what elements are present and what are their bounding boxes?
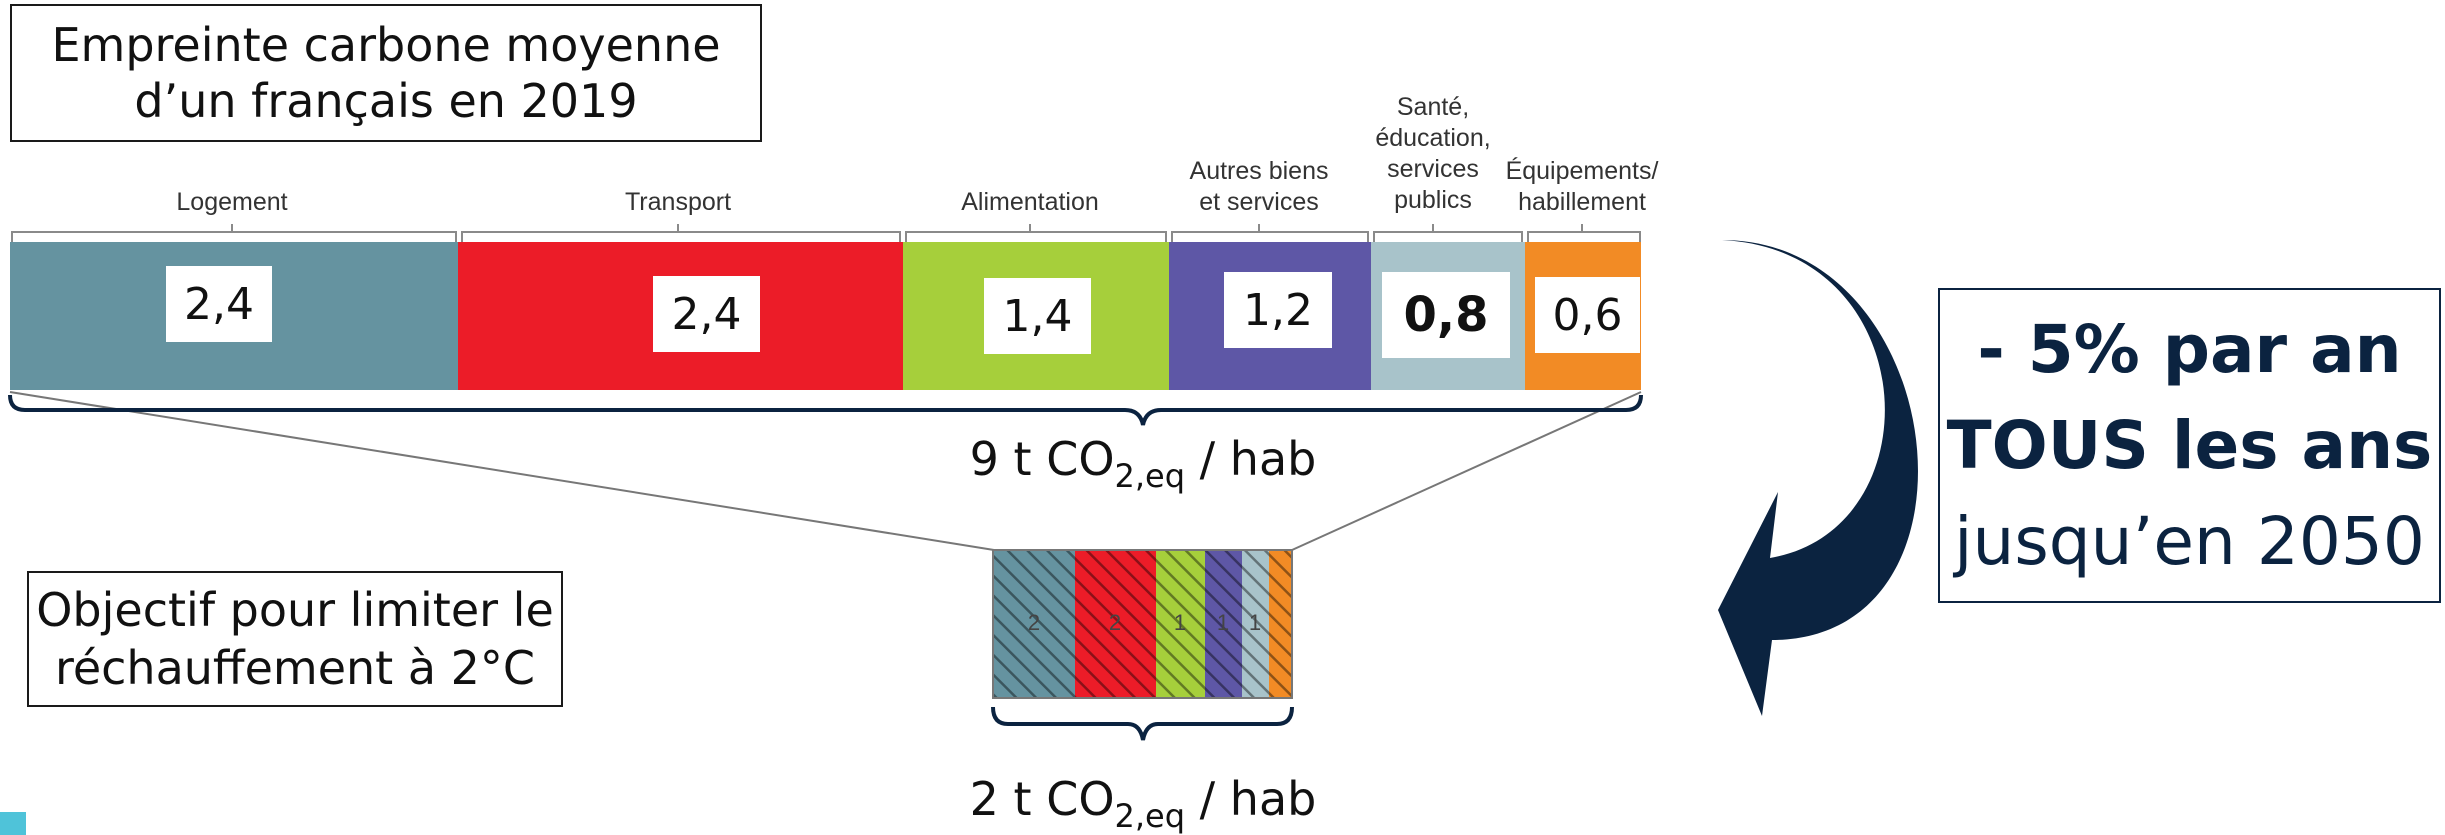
category-label-equipements: Équipements/ habillement bbox=[1505, 157, 1659, 216]
title-line-1: Empreinte carbone moyenne bbox=[51, 18, 721, 72]
title-line-2: d’un français en 2019 bbox=[134, 74, 638, 128]
value-equipements: 0,6 bbox=[1535, 277, 1640, 353]
target-value-logement: 2 bbox=[1028, 610, 1040, 635]
curved-arrow-icon bbox=[1718, 240, 1918, 716]
value-logement: 2,4 bbox=[166, 266, 272, 342]
objective-box: Objectif pour limiter le réchauffement à… bbox=[27, 571, 563, 707]
category-label-logement: Logement bbox=[176, 188, 288, 216]
category-label-alimentation: Alimentation bbox=[961, 188, 1099, 216]
target-value-alimentation: 1 bbox=[1174, 610, 1186, 635]
current-total: 9 t CO2,eq / hab bbox=[969, 432, 1317, 495]
goal-line-1: - 5% par an bbox=[1977, 310, 2402, 388]
value-sante: 0,8 bbox=[1382, 272, 1510, 358]
value-autres-biens: 1,2 bbox=[1224, 272, 1332, 348]
corner-accent bbox=[0, 812, 26, 835]
category-bracket-equipements bbox=[1527, 224, 1641, 242]
category-bracket-sante bbox=[1373, 224, 1523, 242]
goal-line-2: TOUS les ans bbox=[1946, 406, 2433, 484]
objective-line-2: réchauffement à 2°C bbox=[54, 641, 536, 695]
category-bracket-autres-biens bbox=[1171, 224, 1369, 242]
category-bracket-alimentation bbox=[905, 224, 1167, 242]
category-label-autres-biens: Autres biens et services bbox=[1189, 157, 1329, 216]
target-total: 2 t CO2,eq / hab bbox=[969, 772, 1317, 835]
title-box: Empreinte carbone moyenne d’un français … bbox=[10, 4, 762, 142]
perspective-line-right bbox=[1291, 391, 1642, 551]
goal-line-3: jusqu’en 2050 bbox=[1954, 502, 2425, 580]
category-label-transport: Transport bbox=[624, 188, 732, 216]
value-alimentation: 1,4 bbox=[984, 278, 1091, 354]
perspective-line-left bbox=[9, 391, 995, 551]
category-label-sante: Santé, éducation, services publics bbox=[1375, 93, 1491, 214]
category-bracket-logement bbox=[11, 224, 457, 242]
objective-line-1: Objectif pour limiter le bbox=[36, 583, 554, 637]
goal-box: - 5% par an TOUS les ans jusqu’en 2050 bbox=[1938, 288, 2441, 603]
target-value-transport: 2 bbox=[1109, 610, 1121, 635]
target-value-autres-biens: 1 bbox=[1217, 610, 1229, 635]
category-bracket-transport bbox=[461, 224, 901, 242]
target-brace bbox=[991, 706, 1294, 741]
main-brace bbox=[8, 394, 1643, 426]
target-value-sante: 1 bbox=[1249, 610, 1261, 635]
value-transport: 2,4 bbox=[653, 276, 760, 352]
target-bar: 2 2 1 1 1 bbox=[992, 549, 1293, 699]
